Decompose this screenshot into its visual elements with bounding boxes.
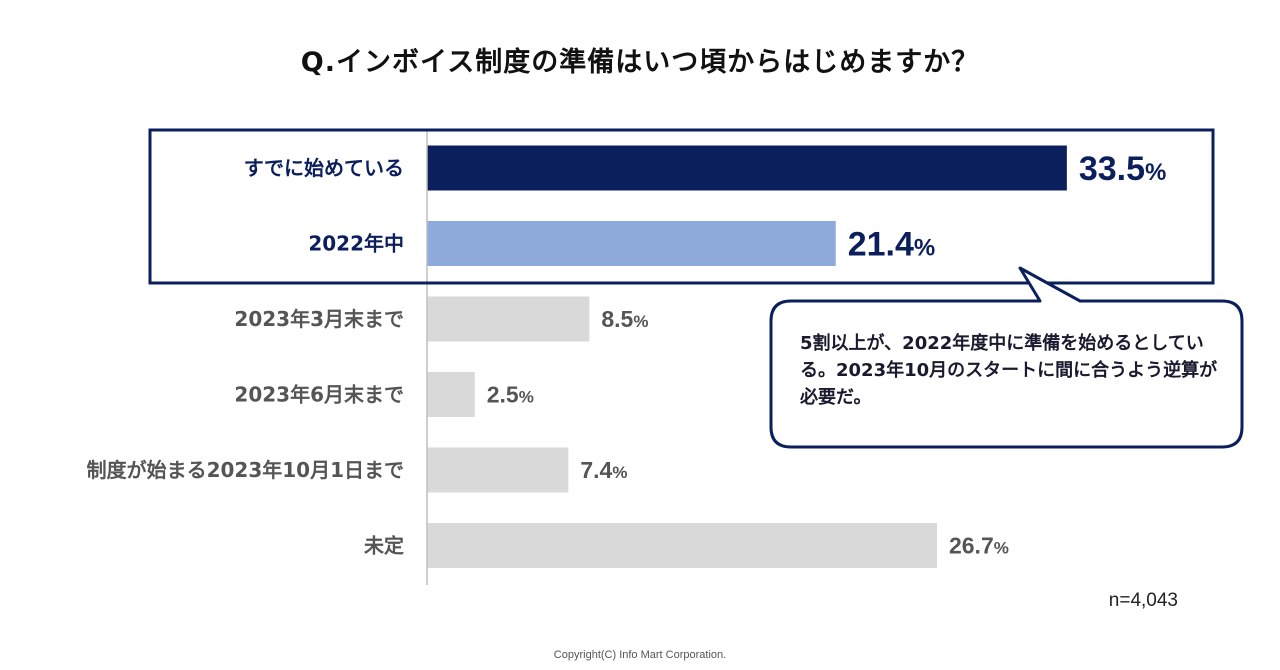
bar-2 — [427, 221, 836, 266]
chart-title: Q.インボイス制度の準備はいつ頃からはじめますか？ — [300, 47, 980, 78]
category-label-1: すでに始めている — [244, 156, 404, 180]
bar-3 — [427, 296, 590, 342]
bar-5 — [427, 447, 569, 493]
percent-unit: % — [519, 388, 534, 407]
percent-unit: % — [633, 312, 648, 331]
bar-1 — [427, 145, 1067, 191]
sample-size-label: n=4,043 — [1108, 590, 1178, 611]
category-label-5: 制度が始まる2023年10月1日まで — [87, 458, 404, 482]
percent-unit: % — [612, 463, 627, 482]
percent-unit: % — [994, 539, 1009, 558]
value-label-4: 2.5% — [487, 382, 534, 408]
callout-text: 5割以上が、2022年度中に準備を始めるとしている。2023年10月のスタートに… — [800, 333, 1218, 408]
percent-unit: % — [914, 235, 935, 262]
value-label-3: 8.5% — [601, 306, 648, 332]
category-label-3: 2023年3月末まで — [234, 307, 404, 331]
bar-6 — [427, 523, 937, 568]
percent-unit: % — [1145, 159, 1166, 186]
category-label-6: 未定 — [364, 534, 404, 558]
bar-4 — [427, 372, 475, 417]
value-label-6: 26.7% — [949, 533, 1009, 559]
highlight-frame — [148, 128, 1215, 285]
copyright-notice: Copyright(C) Info Mart Corporation. — [553, 649, 727, 661]
category-label-4: 2023年6月末まで — [234, 383, 404, 407]
callout-bubble — [769, 266, 1244, 449]
category-label-2: 2022年中 — [308, 232, 404, 256]
value-label-2: 21.4% — [848, 226, 936, 264]
value-label-1: 33.5% — [1079, 150, 1167, 188]
value-label-5: 7.4% — [580, 457, 627, 483]
